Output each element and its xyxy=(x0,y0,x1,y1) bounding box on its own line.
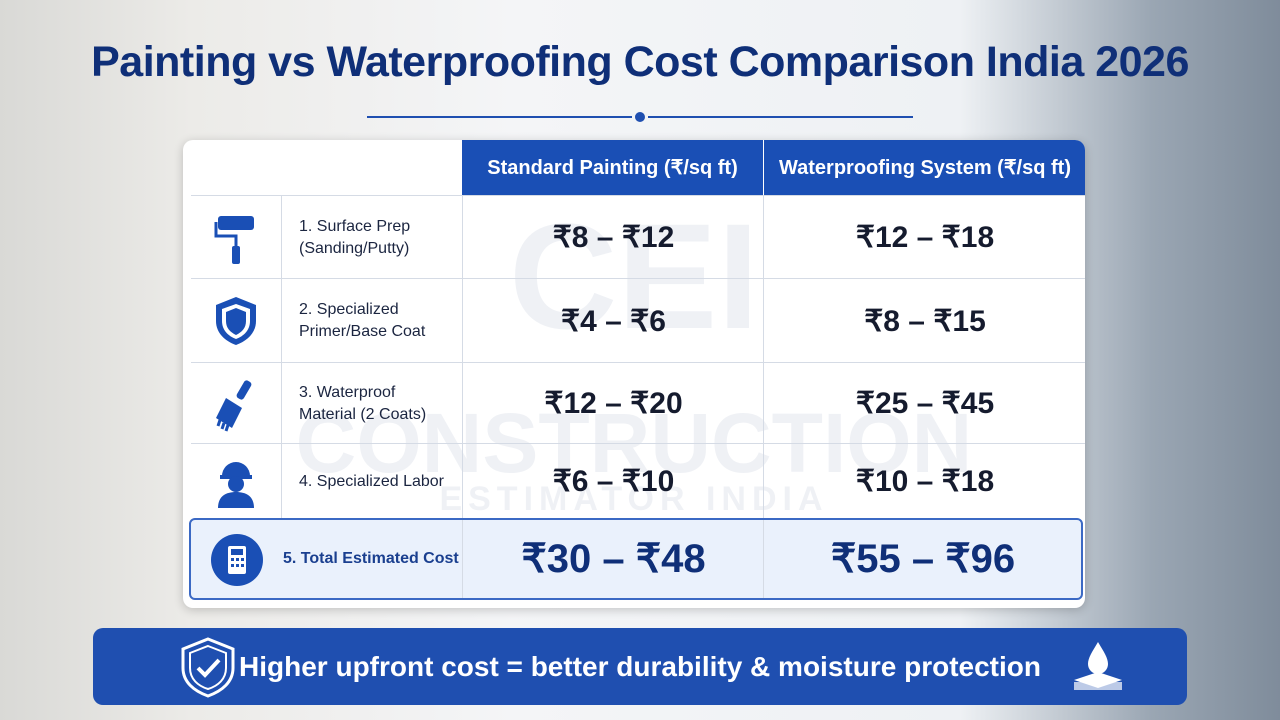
table-row: 2. Specialized Primer/Base Coat ₹4 – ₹6 ₹8 … xyxy=(191,278,1085,363)
cell-value: ₹30 – ₹48 xyxy=(462,520,764,598)
cell-value: ₹12 – ₹20 xyxy=(462,363,764,444)
icon xyxy=(191,363,282,444)
row-label-line: (Sanding/Putty) xyxy=(299,239,410,257)
watermark-text: ESTIMATOR INDIA xyxy=(439,480,829,518)
total-row: 5. Total Estimated Cost ₹30 – ₹48 ₹55 – … xyxy=(189,518,1083,600)
icon xyxy=(191,196,282,279)
row-label-line: Material (2 Coats) xyxy=(299,405,427,423)
icon xyxy=(191,279,282,363)
cell-value: ₹25 – ₹45 xyxy=(763,363,1085,444)
cell-value: ₹12 – ₹18 xyxy=(763,196,1085,279)
row-label-line: 2. Specialized xyxy=(299,301,399,318)
table-row: 3. Waterproof Material (2 Coats) ₹12 – ₹20… xyxy=(191,362,1085,444)
footer-banner: Higher upfront cost = better durability … xyxy=(93,628,1187,705)
cell-value: ₹6 – ₹10 xyxy=(462,444,764,519)
table-row: 4. Specialized Labor ₹6 – ₹10 ₹10 – ₹18 xyxy=(191,443,1085,519)
icon xyxy=(211,534,263,591)
row-label: 1. Surface Prep (Sanding/Putty) xyxy=(299,196,469,279)
divider xyxy=(367,112,913,122)
row-label: 3. Waterproof Material (2 Coats) xyxy=(299,363,469,444)
table-row: 1. Surface Prep (Sanding/Putty) ₹8 – ₹12 ₹1… xyxy=(191,195,1085,279)
column-header: Standard Painting (₹/sq ft) xyxy=(462,140,763,195)
icon xyxy=(191,444,282,519)
cell-value: ₹8 – ₹12 xyxy=(462,196,764,279)
footer-text: Higher upfront cost = better durability … xyxy=(239,650,1041,682)
row-label: 5. Total Estimated Cost xyxy=(283,550,459,567)
icon-graphic xyxy=(218,461,254,508)
title: Painting vs Waterproofing Cost Compariso… xyxy=(91,38,1189,86)
shield-icon xyxy=(181,637,235,698)
watermark-logo: CEI xyxy=(508,192,760,360)
row-label-line: 4. Specialized Labor xyxy=(299,472,444,490)
icon-graphic xyxy=(214,215,254,264)
cell-value: ₹8 – ₹15 xyxy=(763,279,1085,363)
row-label: 2. Specialized Primer/Base Coat xyxy=(299,279,469,363)
cell-value: ₹10 – ₹18 xyxy=(763,444,1085,519)
icon-graphic xyxy=(216,297,256,345)
row-label-line: 1. Surface Prep xyxy=(299,217,411,235)
water-icon xyxy=(1074,642,1122,690)
table: CEI CONSTRUCTION ESTIMATOR INDIA Standar… xyxy=(183,140,1085,608)
cell-value: ₹4 – ₹6 xyxy=(462,279,764,363)
row-label-line: 3. Waterproof xyxy=(299,383,396,401)
column-header: Waterproofing System (₹/sq ft) xyxy=(763,140,1085,195)
cell-value: ₹55 – ₹96 xyxy=(763,520,1082,598)
row-label: 4. Specialized Labor xyxy=(299,444,469,519)
icon-graphic xyxy=(216,379,252,431)
row-label-line: Primer/Base Coat xyxy=(299,323,426,340)
